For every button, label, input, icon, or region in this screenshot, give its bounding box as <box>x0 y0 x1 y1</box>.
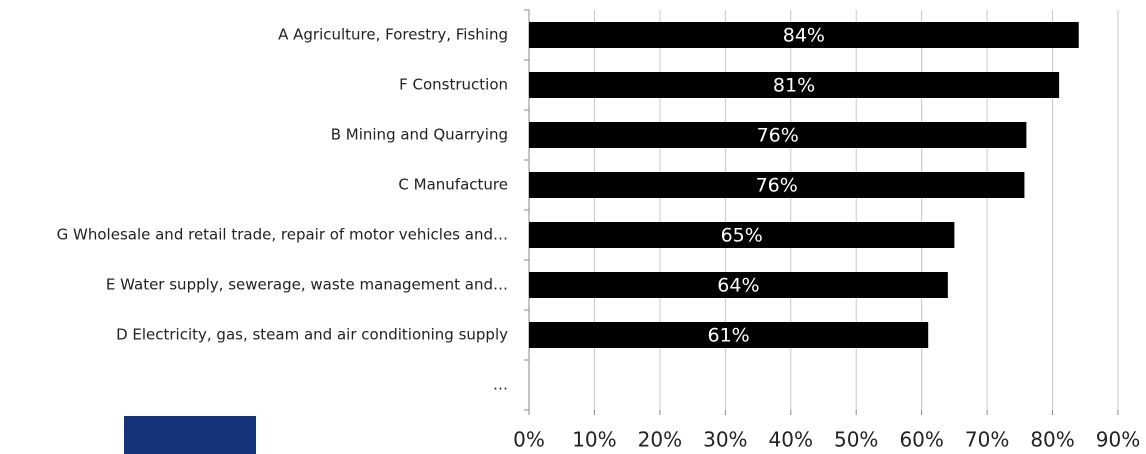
y-tick-label: E Water supply, sewerage, waste manageme… <box>106 276 508 294</box>
data-label: 81% <box>773 75 815 97</box>
bar <box>529 172 1025 198</box>
data-label: 76% <box>757 125 799 147</box>
data-label: 65% <box>721 225 763 247</box>
data-label: 84% <box>783 25 825 47</box>
bar <box>529 322 929 348</box>
logo-block <box>124 416 256 454</box>
bar <box>529 272 948 298</box>
y-tick-label: B Mining and Quarrying <box>331 126 508 144</box>
x-tick-label: 90% <box>1096 428 1140 452</box>
x-tick-label: 10% <box>572 428 616 452</box>
x-tick-label: 30% <box>703 428 747 452</box>
y-tick-label: D Electricity, gas, steam and air condit… <box>116 326 508 344</box>
data-label: 64% <box>717 275 759 297</box>
x-tick-label: 50% <box>834 428 878 452</box>
x-tick-label: 0% <box>513 428 545 452</box>
data-label: 76% <box>756 175 798 197</box>
bar <box>529 22 1079 48</box>
y-tick-label: C Manufacture <box>398 176 508 194</box>
x-tick-label: 80% <box>1030 428 1074 452</box>
bar <box>529 222 955 248</box>
bar <box>529 72 1060 98</box>
y-tick-label: G Wholesale and retail trade, repair of … <box>57 226 508 244</box>
data-label: 61% <box>707 325 749 347</box>
x-tick-label: 40% <box>769 428 813 452</box>
y-tick-label: … <box>493 376 508 394</box>
bar <box>529 122 1027 148</box>
y-tick-label: A Agriculture, Forestry, Fishing <box>278 26 508 44</box>
x-tick-label: 20% <box>638 428 682 452</box>
x-tick-label: 60% <box>899 428 943 452</box>
x-tick-label: 70% <box>965 428 1009 452</box>
y-tick-label: F Construction <box>399 76 508 94</box>
